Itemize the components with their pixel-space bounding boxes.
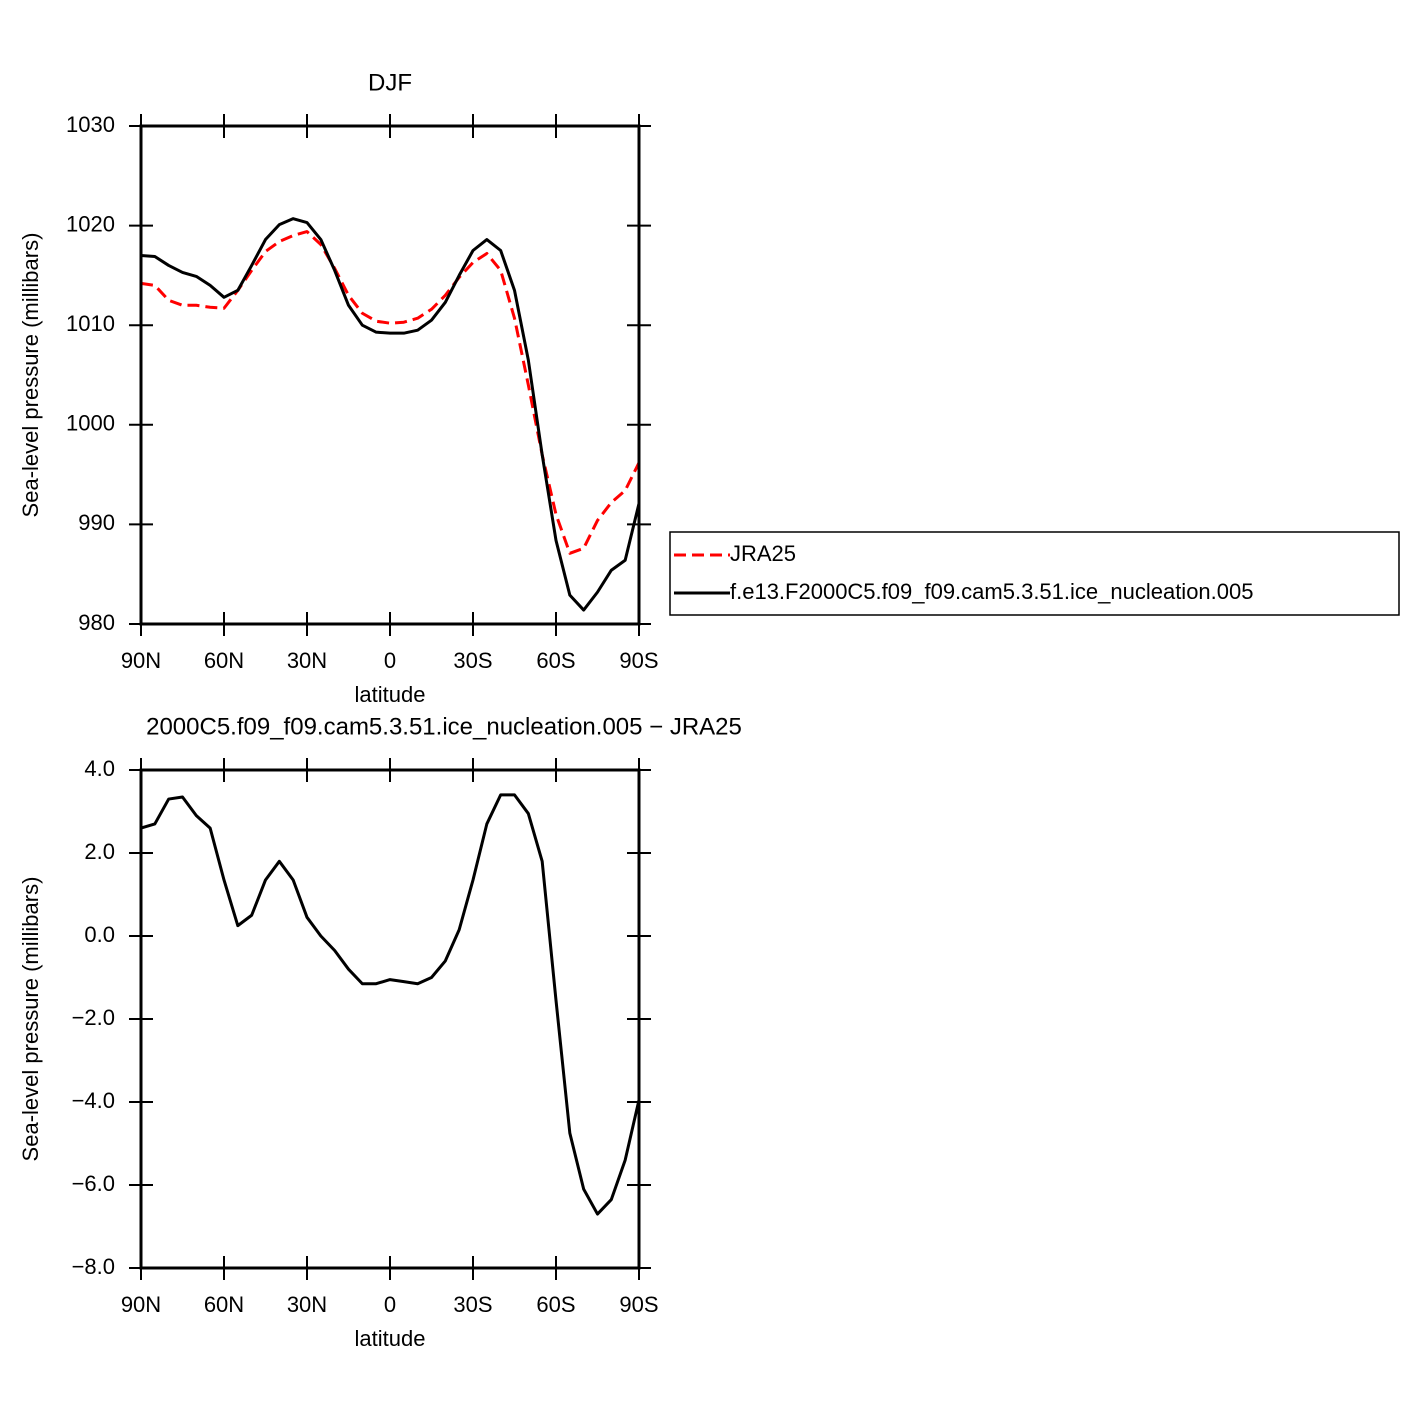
y-tick-label: −4.0 bbox=[72, 1088, 115, 1113]
y-tick-label: −8.0 bbox=[72, 1254, 115, 1279]
y-tick-label: 2.0 bbox=[84, 839, 115, 864]
x-tick-label: 30S bbox=[453, 1292, 492, 1317]
y-axis-label: Sea-level pressure (millibars) bbox=[18, 877, 43, 1162]
x-tick-label: 90S bbox=[619, 648, 658, 673]
y-tick-label: 1000 bbox=[66, 411, 115, 436]
plot-frame bbox=[139, 124, 641, 626]
x-tick-label: 0 bbox=[384, 648, 396, 673]
data-line bbox=[140, 230, 641, 555]
x-tick-label: 60S bbox=[536, 648, 575, 673]
y-tick-label: 0.0 bbox=[84, 922, 115, 947]
x-tick-label: 60S bbox=[536, 1292, 575, 1317]
x-tick-label: 30N bbox=[287, 1292, 327, 1317]
y-tick-label: 4.0 bbox=[84, 756, 115, 781]
x-tick-label: 90S bbox=[619, 1292, 658, 1317]
y-tick-label: 990 bbox=[78, 510, 115, 535]
x-axis-label: latitude bbox=[355, 682, 426, 707]
x-tick-label: 90N bbox=[121, 648, 161, 673]
x-tick-label: 30N bbox=[287, 648, 327, 673]
plot-frame bbox=[139, 768, 641, 1270]
data-line bbox=[140, 793, 641, 1216]
chart-title: DJF bbox=[368, 69, 412, 96]
y-tick-label: −2.0 bbox=[72, 1005, 115, 1030]
y-tick-label: 1020 bbox=[66, 211, 115, 236]
x-tick-label: 60N bbox=[204, 648, 244, 673]
y-axis-label: Sea-level pressure (millibars) bbox=[18, 233, 43, 518]
y-tick-label: −6.0 bbox=[72, 1171, 115, 1196]
x-tick-label: 0 bbox=[384, 1292, 396, 1317]
x-tick-label: 60N bbox=[204, 1292, 244, 1317]
y-tick-label: 980 bbox=[78, 610, 115, 635]
data-line bbox=[140, 217, 641, 612]
y-tick-label: 1030 bbox=[66, 112, 115, 137]
x-tick-label: 30S bbox=[453, 648, 492, 673]
x-axis-label: latitude bbox=[355, 1326, 426, 1351]
x-tick-label: 90N bbox=[121, 1292, 161, 1317]
legend-label: f.e13.F2000C5.f09_f09.cam5.3.51.ice_nucl… bbox=[730, 579, 1254, 604]
chart-title: 2000C5.f09_f09.cam5.3.51.ice_nucleation.… bbox=[146, 713, 742, 740]
legend-box bbox=[669, 531, 1400, 616]
y-tick-label: 1010 bbox=[66, 311, 115, 336]
legend-label: JRA25 bbox=[730, 541, 796, 566]
